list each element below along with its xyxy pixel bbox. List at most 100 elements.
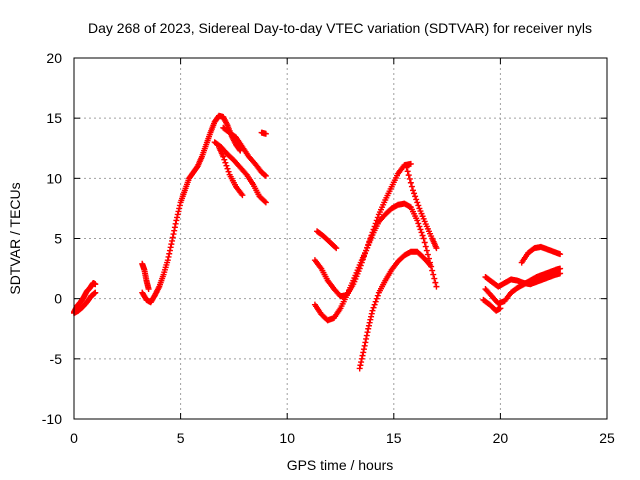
data-point — [413, 196, 420, 203]
data-point — [497, 305, 504, 312]
data-point — [221, 156, 228, 163]
data-point — [365, 325, 372, 332]
data-point — [166, 250, 173, 257]
data-point — [372, 298, 379, 305]
series-arc-afternoon-a — [314, 228, 340, 252]
data-point — [424, 251, 431, 258]
data-point — [363, 335, 370, 342]
series-arc-morning — [139, 112, 244, 306]
data-point — [333, 245, 340, 252]
data-point — [365, 322, 372, 329]
x-tick-label: 10 — [279, 430, 295, 446]
series-arc-afternoon-d — [356, 248, 434, 372]
data-point — [172, 220, 179, 227]
series-arc-late-dot — [258, 129, 269, 137]
y-tick-label: -10 — [42, 411, 62, 427]
data-point — [406, 175, 413, 182]
data-point — [420, 235, 427, 242]
axis-layer: 0 5 10 15 20 25 -10 -5 0 5 10 15 20 — [42, 50, 615, 446]
data-point — [367, 316, 374, 323]
series-arc-afternoon-b — [311, 160, 414, 300]
chart-title: Day 268 of 2023, Sidereal Day-to-day VTE… — [88, 20, 592, 36]
data-point — [92, 281, 99, 288]
series-arc-night-b — [482, 270, 564, 290]
data-point — [174, 214, 181, 221]
data-point — [176, 202, 183, 209]
data-point — [262, 172, 269, 179]
data-point — [407, 179, 414, 186]
data-point — [368, 313, 375, 320]
data-point — [433, 245, 440, 252]
data-point — [171, 224, 178, 231]
data-point — [429, 267, 436, 274]
data-point — [173, 217, 180, 224]
data-point — [368, 310, 375, 317]
data-point — [168, 241, 175, 248]
data-point — [411, 190, 418, 197]
data-point — [557, 251, 564, 258]
data-point — [414, 217, 421, 224]
data-point — [404, 168, 411, 175]
data-point — [239, 192, 246, 199]
data-point — [430, 271, 437, 278]
data-point — [557, 270, 564, 277]
data-point — [364, 329, 371, 336]
data-point — [415, 220, 422, 227]
data-point — [169, 234, 176, 241]
data-point — [175, 208, 182, 215]
data-point — [366, 319, 373, 326]
data-point — [421, 239, 428, 246]
data-point — [262, 130, 269, 137]
data-point — [407, 160, 414, 167]
data-point — [418, 229, 425, 236]
grid-layer — [74, 58, 607, 419]
data-point — [358, 359, 365, 366]
data-point — [165, 253, 172, 260]
data-point — [145, 286, 152, 293]
data-point — [164, 257, 171, 264]
series-arc-late-evening-a — [403, 164, 440, 252]
points-layer — [71, 112, 564, 372]
data-point — [166, 247, 173, 254]
data-point — [361, 342, 368, 349]
data-point — [422, 243, 429, 250]
data-point — [360, 346, 367, 353]
data-point — [412, 193, 419, 200]
data-point — [371, 301, 378, 308]
data-point — [423, 247, 430, 254]
data-point — [362, 339, 369, 346]
data-point — [415, 202, 422, 209]
x-tick-label: 0 — [70, 430, 78, 446]
data-point — [427, 261, 434, 268]
data-point — [167, 244, 174, 251]
data-point — [225, 168, 232, 175]
data-point — [417, 226, 424, 233]
series-arc-branch-c — [215, 144, 246, 199]
data-point — [224, 165, 231, 172]
data-point — [222, 159, 229, 166]
data-point — [419, 232, 426, 239]
data-point — [223, 162, 230, 169]
data-point — [332, 244, 339, 251]
data-point — [408, 183, 415, 190]
data-point — [433, 283, 440, 290]
data-point — [369, 307, 376, 314]
series-arc-branch-a — [220, 124, 269, 179]
data-point — [356, 365, 363, 372]
x-tick-label: 5 — [177, 430, 185, 446]
series-arc-night-d — [518, 243, 564, 266]
data-point — [374, 292, 381, 299]
y-axis-label: SDTVAR / TECUs — [7, 182, 23, 294]
x-tick-label: 20 — [493, 430, 509, 446]
data-point — [370, 304, 377, 311]
data-point — [403, 164, 410, 171]
data-point — [171, 227, 178, 234]
data-point — [170, 231, 177, 238]
y-tick-label: 0 — [54, 291, 62, 307]
data-point — [358, 355, 365, 362]
y-tick-label: 15 — [46, 110, 62, 126]
y-tick-label: 5 — [54, 231, 62, 247]
data-point — [92, 289, 99, 296]
x-tick-label: 25 — [599, 430, 615, 446]
